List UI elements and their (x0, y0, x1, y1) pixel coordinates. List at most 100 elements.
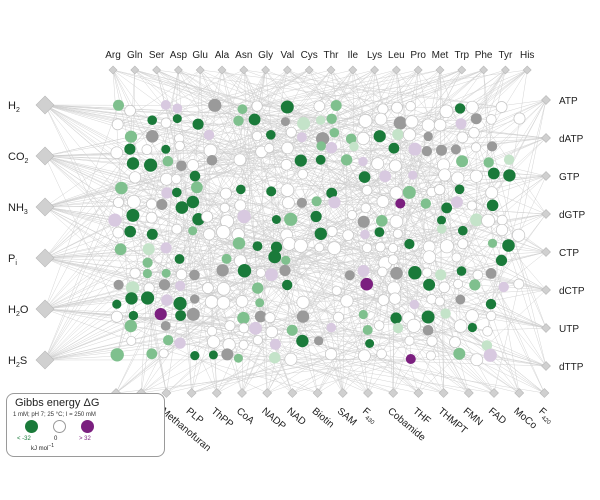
intermediate-node (453, 348, 465, 360)
nucleotide-targets: ATPdATPGTPdGTPCTPdCTPUTPdTTP (542, 96, 586, 374)
intermediate-node (222, 254, 232, 264)
amino-acid-node-met (436, 66, 444, 74)
intermediate-node (146, 348, 157, 359)
intermediate-node (452, 172, 464, 184)
intermediate-node (435, 297, 444, 306)
intermediate-node (234, 154, 246, 166)
intermediate-node (217, 282, 230, 295)
intermediate-node (403, 186, 416, 199)
intermediate-node (125, 131, 137, 143)
intermediate-node (314, 336, 323, 345)
intermediate-node (404, 239, 414, 249)
intermediate-node (374, 130, 386, 142)
intermediate-node (378, 267, 388, 277)
reaction-edge (200, 70, 351, 139)
intermediate-node (176, 269, 187, 280)
intermediate-node (235, 200, 246, 211)
gibbs-energy-legend: Gibbs energy ΔG 1 mM; pH 7; 25 °C; I = 2… (6, 393, 165, 457)
intermediate-node (143, 258, 153, 268)
intermediate-node (439, 169, 451, 181)
intermediate-node (162, 269, 171, 278)
intermediate-node (216, 264, 228, 276)
legend-tick-min: < -32 (17, 436, 31, 442)
intermediate-node (363, 325, 373, 335)
intermediate-node (175, 310, 186, 321)
intermediate-node (111, 348, 124, 361)
amino-acid-targets: Arg Gln Ser Asp Glu Ala Asn Gly Val Cys Thr Ile Lys L… (105, 50, 534, 74)
intermediate-node (284, 213, 297, 226)
intermediate-node (281, 101, 294, 114)
intermediate-node (333, 312, 343, 322)
intermediate-node (125, 320, 137, 332)
intermediate-node (311, 211, 322, 222)
cofactor-node-nadp (263, 389, 272, 398)
inorganic-node-3 (36, 249, 54, 267)
intermediate-node (496, 102, 507, 113)
intermediate-node (470, 213, 483, 226)
intermediate-node (422, 119, 435, 132)
intermediate-node (239, 340, 248, 349)
intermediate-node (233, 116, 243, 126)
intermediate-node (268, 251, 281, 264)
intermediate-node (456, 118, 467, 129)
amino-acid-label-cys: Cys (301, 50, 318, 61)
intermediate-node (403, 129, 415, 141)
intermediate-node (191, 181, 203, 193)
intermediate-node (147, 229, 158, 240)
intermediate-node (497, 215, 507, 225)
intermediate-node (312, 196, 322, 206)
intermediate-node (233, 237, 245, 249)
intermediate-node (207, 155, 218, 166)
intermediate-node (451, 144, 461, 154)
amino-acid-label-his: His (520, 50, 534, 61)
intermediate-node (359, 171, 371, 183)
intermediate-node (113, 197, 123, 207)
intermediate-node (161, 187, 172, 198)
reaction-edge (509, 138, 546, 175)
legend-unit: kJ mol−1 (31, 443, 54, 452)
intermediate-node (207, 336, 219, 348)
intermediate-node (144, 159, 157, 172)
intermediate-node (424, 132, 433, 141)
intermediate-node (348, 210, 357, 219)
intermediate-node (314, 101, 325, 112)
intermediate-node (375, 227, 385, 237)
intermediate-node (421, 198, 431, 208)
intermediate-node (343, 230, 354, 241)
amino-acid-label-tyr: Tyr (498, 50, 513, 61)
intermediate-node (365, 339, 374, 348)
intermediate-node (266, 326, 278, 338)
cofactor-node-plp (187, 389, 196, 398)
intermediate-node (514, 113, 525, 124)
intermediate-node (315, 243, 324, 252)
intermediate-node (141, 291, 154, 304)
intermediate-node (236, 296, 248, 308)
intermediate-node (426, 351, 435, 360)
intermediate-node (451, 196, 463, 208)
intermediate-node (129, 311, 138, 320)
cofactor-label-fad: FAD (486, 406, 508, 427)
intermediate-node (270, 339, 281, 350)
intermediate-node (143, 269, 152, 278)
intermediate-node (392, 129, 403, 140)
intermediate-node (358, 350, 370, 362)
intermediate-node (253, 241, 263, 251)
intermediate-node (378, 295, 389, 306)
intermediate-node (332, 286, 341, 295)
amino-acid-label-phe: Phe (475, 50, 493, 61)
intermediate-node (172, 188, 182, 198)
amino-acid-label-gln: Gln (127, 50, 143, 61)
intermediate-node (281, 159, 292, 170)
intermediate-node (455, 185, 465, 195)
inorganic-label-4: H2O (8, 304, 29, 318)
intermediate-node (115, 182, 128, 195)
intermediate-node (130, 268, 140, 278)
intermediate-node (389, 293, 400, 304)
intermediate-node (372, 158, 384, 170)
intermediate-node (189, 270, 200, 281)
intermediate-node (142, 145, 152, 155)
legend-scale (15, 420, 155, 436)
intermediate-node (174, 297, 187, 310)
intermediate-node (514, 279, 524, 289)
intermediate-node (161, 321, 171, 331)
